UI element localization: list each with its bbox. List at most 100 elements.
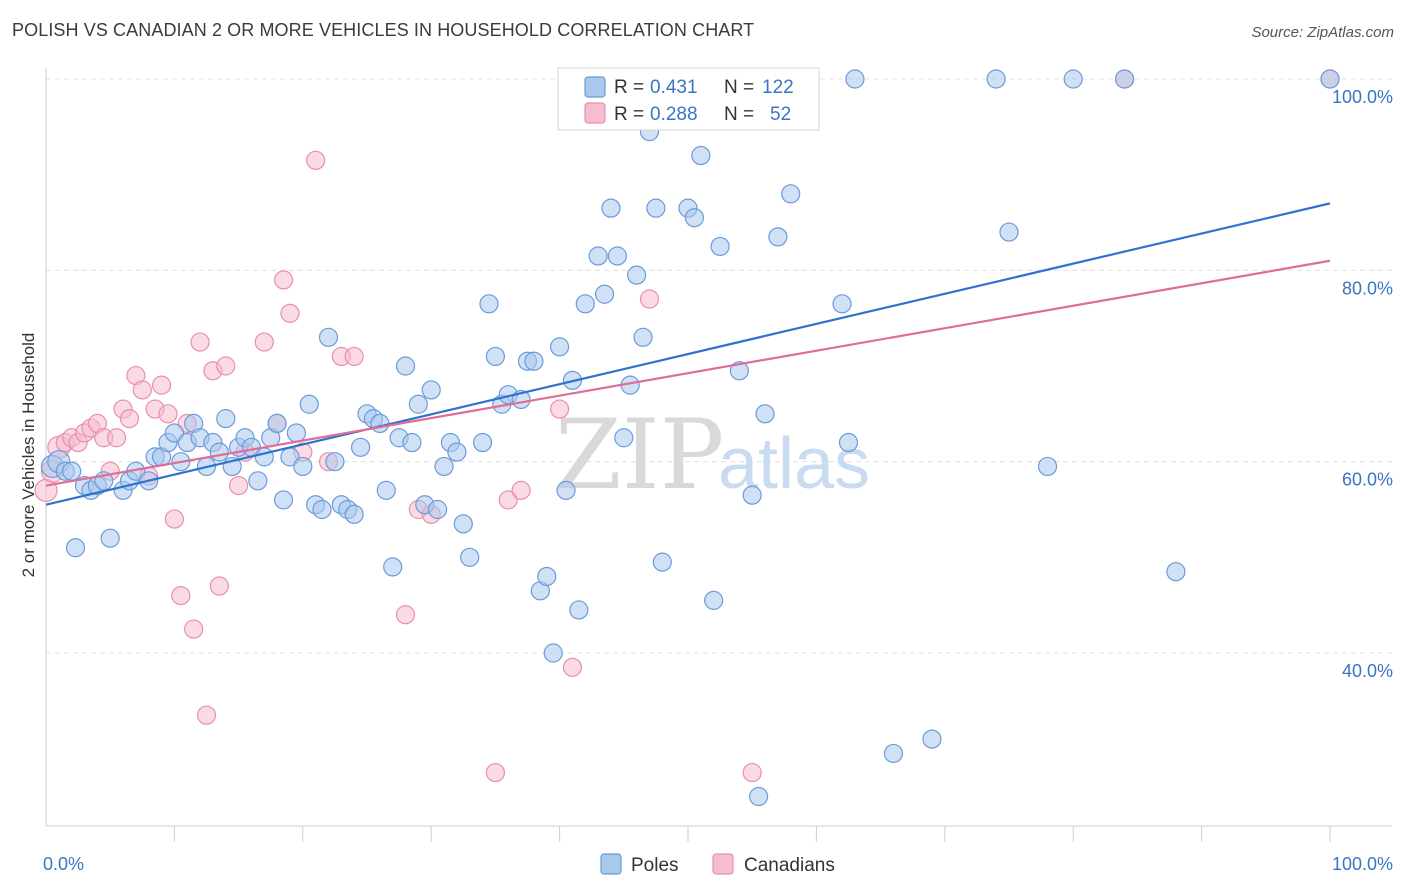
- canadians-point: [511, 480, 531, 500]
- poles-point: [460, 547, 480, 567]
- series-legend: Poles Canadians: [600, 853, 835, 876]
- poles-point: [832, 294, 852, 314]
- poles-point: [1320, 69, 1340, 89]
- poles-trend-line: [45, 202, 1331, 506]
- poles-point: [607, 246, 627, 266]
- canadians-point: [184, 619, 204, 639]
- legend-r-label-canadians: R =: [614, 104, 644, 125]
- poles-point: [472, 432, 493, 453]
- poles-point: [704, 590, 724, 610]
- source-credit: Source: ZipAtlas.com: [1251, 24, 1394, 41]
- trend-layer: [45, 202, 1331, 506]
- watermark-zip: ZIP: [555, 399, 724, 511]
- poles-point: [325, 452, 345, 472]
- poles-point: [999, 222, 1019, 242]
- bottom-legend-swatch-canadians[interactable]: [712, 853, 734, 875]
- canadians-point: [395, 605, 416, 625]
- poles-point: [614, 428, 634, 448]
- poles-point: [100, 528, 120, 548]
- poles-point: [344, 504, 364, 524]
- poles-point: [485, 346, 505, 367]
- legend-n-value-canadians: 52: [770, 104, 791, 125]
- poles-point: [601, 198, 621, 218]
- canadians-point: [498, 490, 518, 510]
- poles-point: [742, 485, 762, 505]
- poles-point: [273, 490, 294, 510]
- poles-point: [883, 743, 904, 764]
- poles-point: [421, 380, 441, 400]
- poles-point: [428, 499, 448, 520]
- poles-point: [749, 786, 769, 807]
- y-tick-label: 80.0%: [1342, 278, 1393, 298]
- poles-point: [1037, 456, 1058, 477]
- poles-point: [1166, 562, 1186, 582]
- poles-point: [537, 566, 557, 587]
- poles-point: [684, 208, 705, 228]
- legend-swatch-poles: [584, 76, 606, 98]
- canadians-point: [742, 762, 762, 783]
- bottom-legend-label-poles[interactable]: Poles: [631, 855, 679, 876]
- poles-point: [434, 456, 454, 477]
- poles-point: [479, 294, 499, 314]
- canadians-point: [151, 375, 172, 395]
- poles-point: [370, 413, 390, 433]
- poles-point: [402, 432, 422, 453]
- legend-swatch-canadians: [584, 102, 606, 124]
- legend-n-value-poles: 122: [762, 77, 794, 98]
- canadians-point: [639, 289, 660, 309]
- canadians-point: [549, 399, 570, 419]
- canadians-point: [229, 475, 249, 496]
- canadians-point: [190, 332, 210, 352]
- poles-point: [209, 442, 229, 462]
- poles-point: [781, 184, 801, 204]
- bottom-legend-swatch-poles[interactable]: [600, 853, 622, 875]
- canadians-point: [209, 576, 229, 596]
- poles-point: [575, 294, 595, 314]
- poles-point: [633, 327, 653, 347]
- canadians-point: [280, 303, 300, 323]
- poles-point: [62, 461, 82, 481]
- poles-point: [755, 404, 775, 424]
- poles-point: [845, 69, 865, 89]
- poles-point: [453, 514, 473, 534]
- canadians-point: [119, 409, 140, 429]
- canadians-point: [164, 509, 184, 529]
- poles-point: [691, 145, 711, 166]
- poles-point: [594, 284, 615, 304]
- poles-point: [627, 265, 647, 285]
- poles-point: [588, 246, 608, 266]
- poles-point: [299, 394, 319, 414]
- canadians-point: [158, 404, 178, 424]
- canadians-point: [216, 356, 236, 376]
- legend-n-label-canadians: N =: [724, 104, 754, 125]
- poles-point: [549, 337, 570, 357]
- bottom-legend-label-canadians[interactable]: Canadians: [744, 855, 835, 876]
- x-tick-label-max: 100.0%: [1332, 854, 1393, 874]
- canadians-point: [273, 270, 294, 290]
- poles-point: [729, 361, 749, 381]
- tick-labels: 40.0% 60.0% 80.0% 100.0% 0.0% 100.0%: [43, 87, 1393, 874]
- canadians-point: [107, 428, 127, 448]
- watermark: ZIP atlas: [555, 399, 870, 511]
- poles-point: [1114, 69, 1135, 89]
- canadians-trend-line: [45, 259, 1331, 487]
- poles-point: [408, 394, 428, 414]
- poles-point: [216, 409, 236, 429]
- poles-point: [569, 600, 589, 620]
- grid-layer: [46, 78, 1392, 654]
- y-tick-label: 100.0%: [1332, 87, 1393, 107]
- poles-point: [350, 437, 371, 457]
- canadians-point: [254, 332, 274, 352]
- canadians-point: [171, 585, 191, 606]
- poles-point: [293, 456, 313, 477]
- y-tick-label: 40.0%: [1342, 661, 1393, 681]
- legend-r-label-poles: R =: [614, 77, 644, 98]
- poles-point: [524, 351, 544, 371]
- poles-point: [922, 729, 942, 749]
- x-tick-label-min: 0.0%: [43, 854, 84, 874]
- poles-point: [710, 236, 730, 257]
- poles-point: [556, 480, 576, 500]
- chart-title: POLISH VS CANADIAN 2 OR MORE VEHICLES IN…: [12, 20, 755, 40]
- poles-point: [646, 198, 666, 218]
- canadians-point: [562, 657, 583, 677]
